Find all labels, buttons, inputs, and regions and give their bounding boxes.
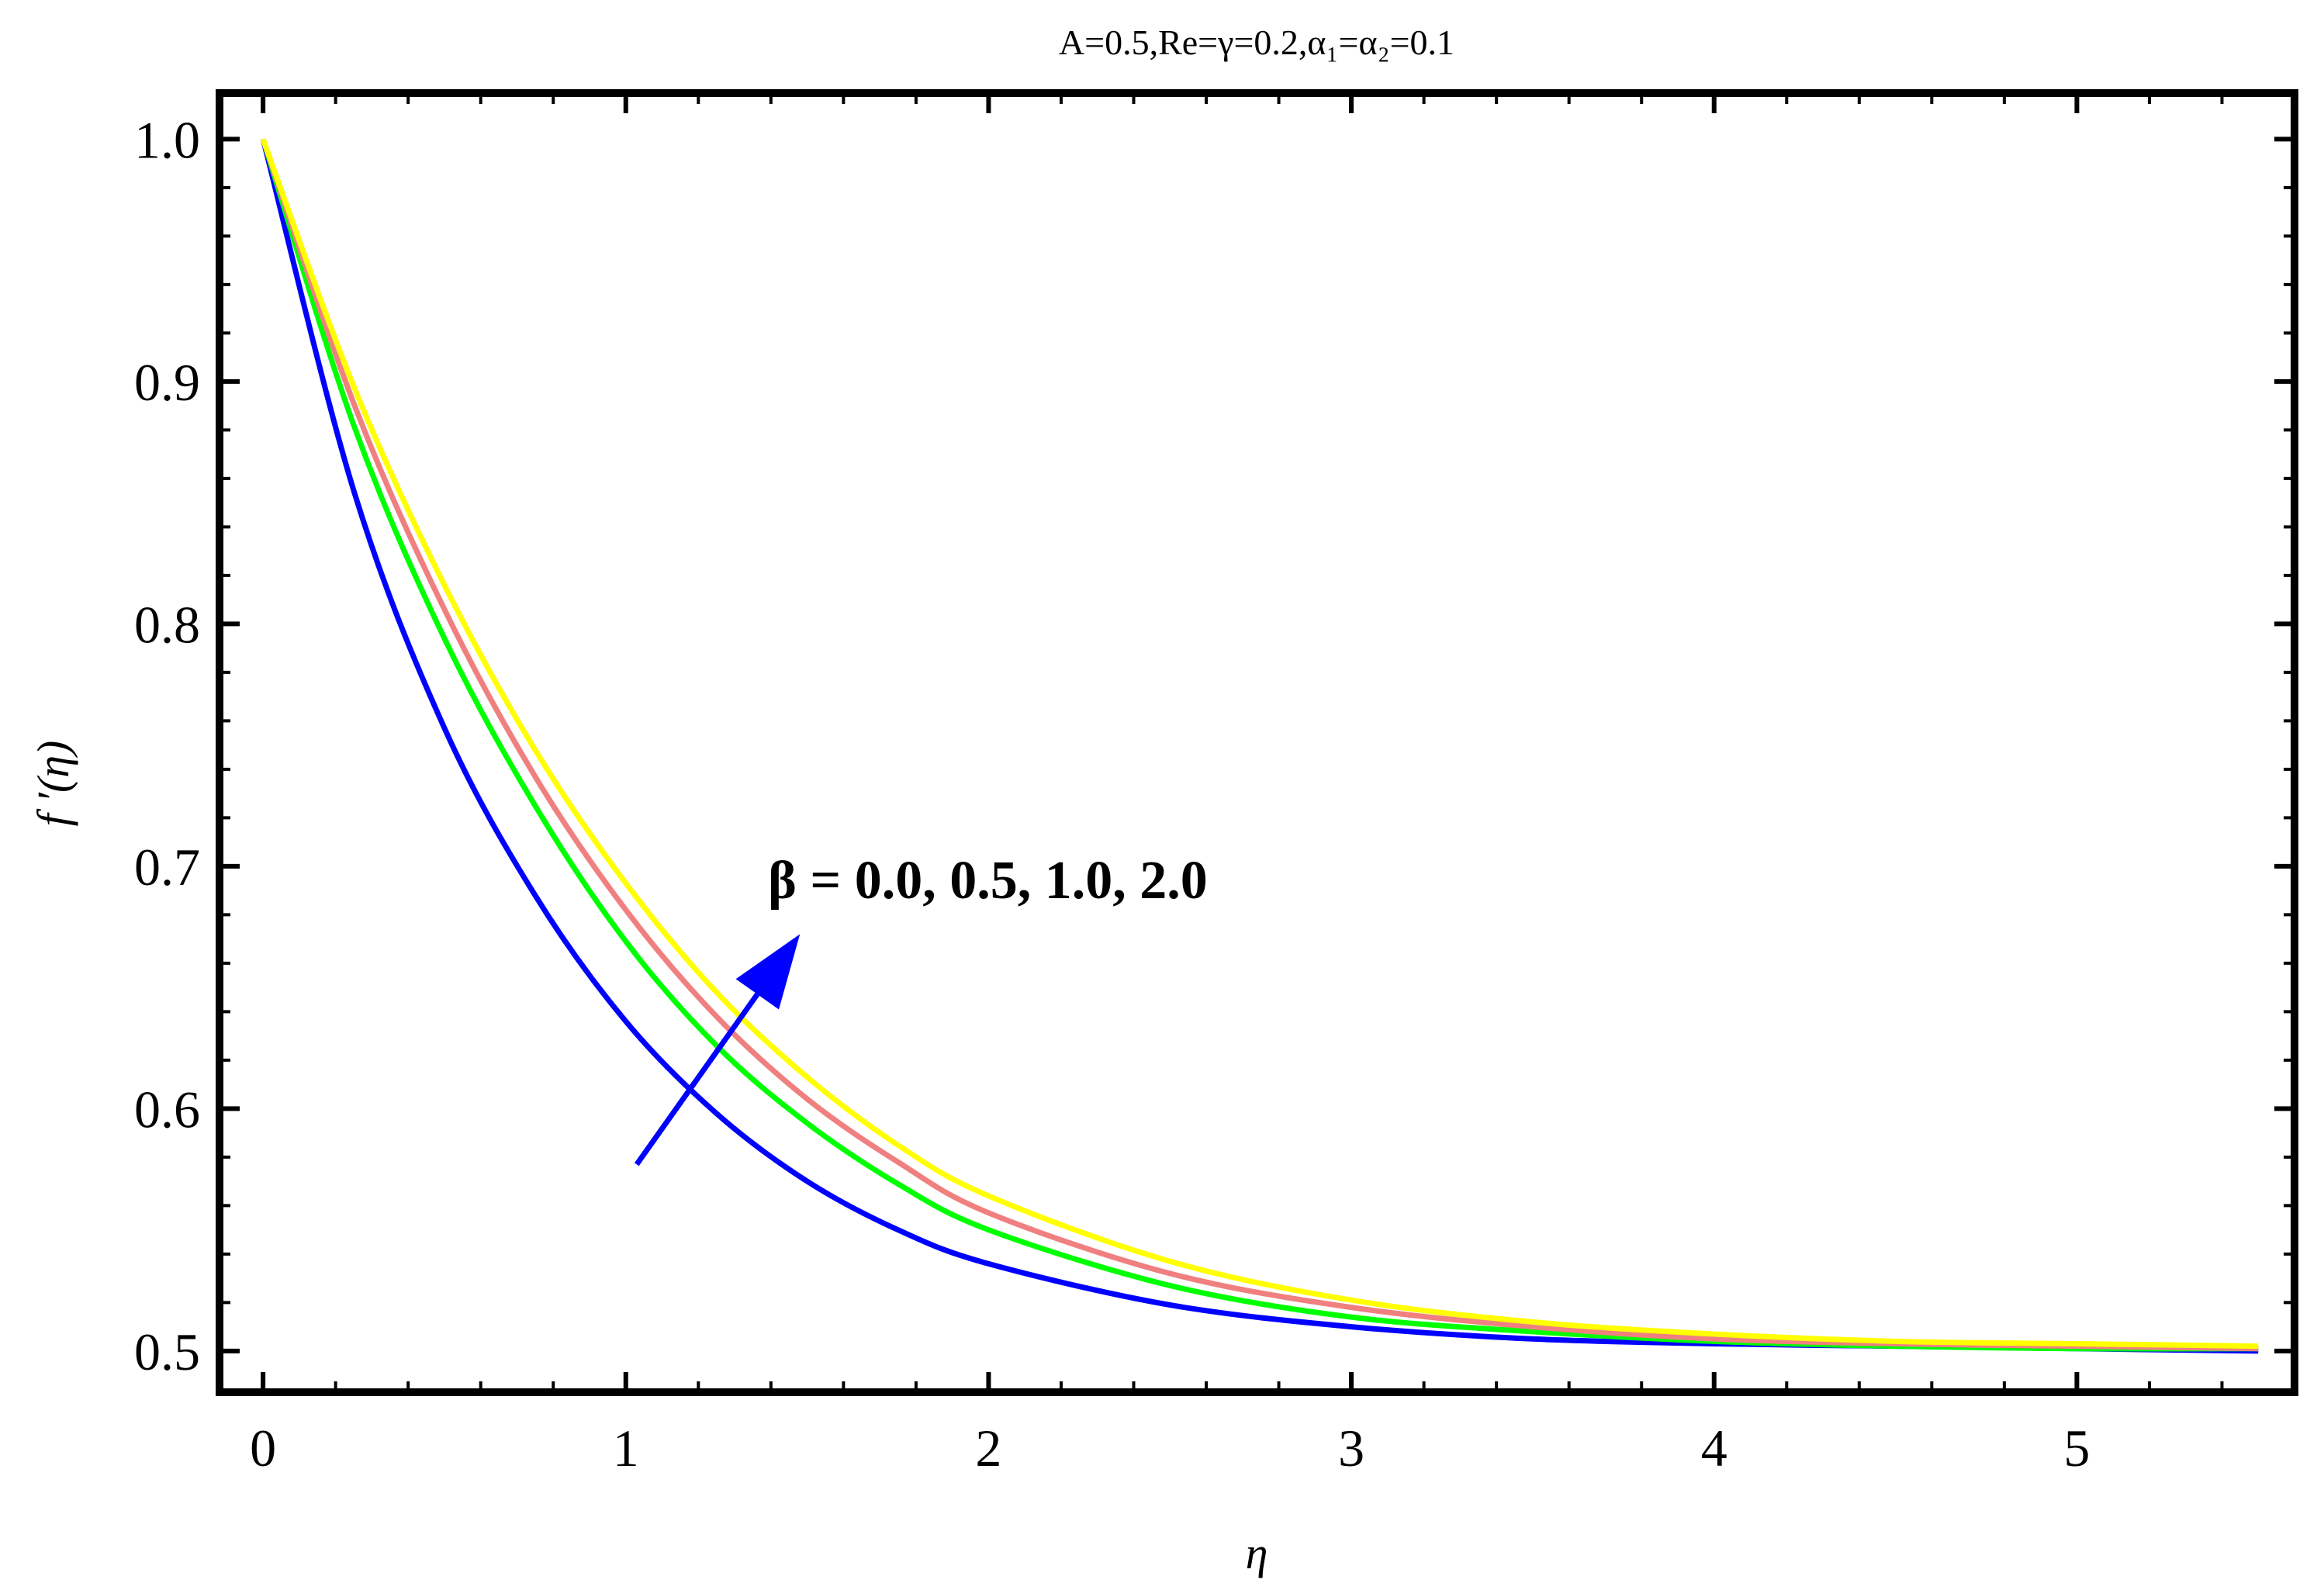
x-tick-label: 2: [975, 1419, 1001, 1478]
series-line-2: [260, 138, 2259, 1352]
annotation-label: β = 0.0, 0.5, 1.0, 2.0: [768, 851, 1208, 911]
y-tick-label: 0.5: [134, 1322, 200, 1381]
y-axis-label: f ′(η): [28, 741, 78, 827]
plot-frame: [216, 89, 2298, 1396]
annotation-arrow-head: [735, 934, 801, 1010]
series-line-4: [260, 138, 2259, 1350]
y-tick-label: 0.6: [134, 1080, 200, 1139]
x-tick-label: 3: [1338, 1419, 1364, 1478]
x-axis-label: η: [1246, 1528, 1268, 1578]
annotation-arrow-line: [634, 992, 760, 1167]
series-line-3: [260, 138, 2259, 1352]
y-tick-label: 1.0: [134, 110, 200, 169]
y-tick-label: 0.7: [134, 838, 200, 897]
y-tick-labels: 0.5 0.6 0.7 0.8 0.9 1.0: [134, 110, 200, 1381]
y-tick-label: 0.8: [134, 595, 200, 654]
x-tick-label: 4: [1701, 1419, 1727, 1478]
y-tick-label: 0.9: [134, 353, 200, 412]
series-line-1: [260, 138, 2259, 1354]
x-tick-label: 0: [250, 1419, 276, 1478]
curves-group: [260, 138, 2259, 1354]
x-tick-labels: 0 1 2 3 4 5: [250, 1419, 2090, 1478]
x-tick-label: 1: [613, 1419, 639, 1478]
chart-title: A=0.5,Re=γ=0.2,α₁=α₂=0.1: [1059, 22, 1454, 62]
x-tick-label: 5: [2063, 1419, 2090, 1478]
annotation-group: β = 0.0, 0.5, 1.0, 2.0: [634, 851, 1208, 1167]
